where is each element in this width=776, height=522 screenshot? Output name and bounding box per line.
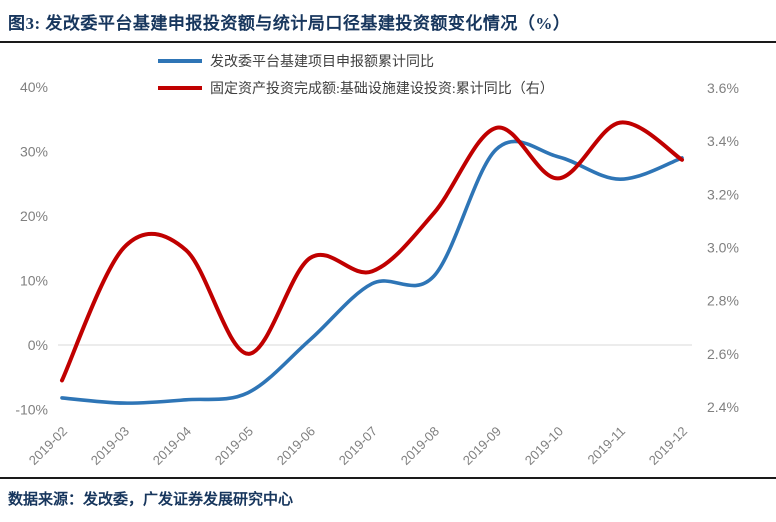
title-divider bbox=[0, 41, 776, 43]
left-axis-tick-label: 10% bbox=[20, 273, 48, 289]
right-axis-tick-label: 3.4% bbox=[707, 133, 739, 149]
data-source: 数据来源：发改委，广发证券发展研究中心 bbox=[8, 492, 294, 508]
x-axis-tick-label: 2019-09 bbox=[460, 424, 504, 468]
x-axis-tick-label: 2019-05 bbox=[212, 424, 256, 468]
x-axis-tick-label: 2019-08 bbox=[398, 424, 442, 468]
chart-legend: 发改委平台基建项目申报额累计同比 固定资产投资完成额:基础设施建设投资:累计同比… bbox=[158, 47, 554, 101]
right-axis-tick-label: 3.0% bbox=[707, 239, 739, 255]
left-axis-tick-label: 30% bbox=[20, 144, 48, 160]
series-line-fai-infra bbox=[60, 120, 684, 383]
left-axis-tick-label: 20% bbox=[20, 208, 48, 224]
x-axis-tick-label: 2019-07 bbox=[336, 424, 380, 468]
right-axis-tick-label: 2.4% bbox=[707, 399, 739, 415]
blue-line-swatch bbox=[158, 58, 202, 63]
x-axis-tick-label: 2019-03 bbox=[88, 424, 132, 468]
figure-title: 图3: 发改委平台基建申报投资额与统计局口径基建投资额变化情况（%） bbox=[8, 14, 571, 33]
x-axis-tick-label: 2019-10 bbox=[522, 424, 566, 468]
x-axis-tick-label: 2019-12 bbox=[646, 424, 690, 468]
red-line-swatch bbox=[158, 85, 202, 90]
right-axis-tick-label: 3.2% bbox=[707, 186, 739, 202]
legend-item-ndrc-declared: 发改委平台基建项目申报额累计同比 bbox=[158, 47, 554, 74]
legend-label-ndrc-declared: 发改委平台基建项目申报额累计同比 bbox=[210, 54, 434, 70]
right-axis-tick-label: 2.8% bbox=[707, 293, 739, 309]
right-axis-tick-label: 2.6% bbox=[707, 346, 739, 362]
x-axis-tick-label: 2019-04 bbox=[150, 424, 194, 468]
legend-item-fai-infra: 固定资产投资完成额:基础设施建设投资:累计同比（右） bbox=[158, 74, 554, 101]
left-axis-tick-label: 40% bbox=[20, 79, 48, 95]
x-axis-tick-label: 2019-11 bbox=[584, 424, 628, 468]
x-axis-tick-label: 2019-02 bbox=[26, 424, 70, 468]
left-axis-tick-label: -10% bbox=[15, 402, 48, 418]
legend-label-fai-infra: 固定资产投资完成额:基础设施建设投资:累计同比（右） bbox=[210, 81, 554, 97]
x-axis-tick-label: 2019-06 bbox=[274, 424, 318, 468]
footer-divider bbox=[0, 477, 776, 479]
left-axis-tick-label: 0% bbox=[28, 337, 48, 353]
right-axis-tick-label: 3.6% bbox=[707, 80, 739, 96]
series-line-ndrc-declared bbox=[60, 139, 684, 405]
line-chart: 40% 30% 20% 10% 0% -10% 3.6% 3.4% 3.2% 3.0% 2.8% 2.… bbox=[15, 79, 739, 468]
